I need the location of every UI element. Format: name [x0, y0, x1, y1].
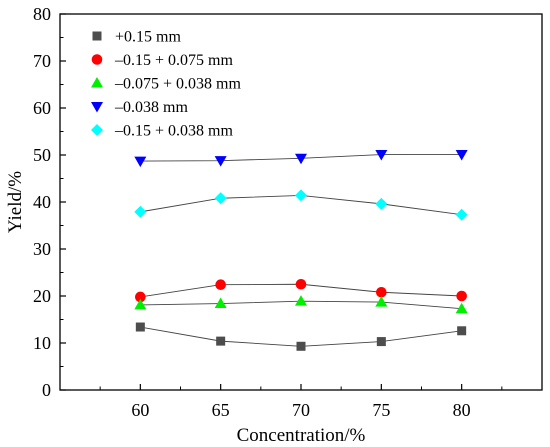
data-point [134, 205, 147, 218]
data-point [376, 337, 386, 347]
data-point [455, 208, 468, 221]
data-point [456, 290, 467, 302]
legend-marker [91, 54, 103, 65]
legend-item: +0.15 mm [92, 29, 181, 46]
data-point [134, 156, 147, 168]
legend: +0.15 mm –0.15 + 0.075 mm –0.075 + 0.038 m… [91, 29, 241, 140]
series-2 [135, 278, 467, 303]
legend-item: –0.15 + 0.075 mm [91, 52, 233, 69]
legend-item: –0.15 + 0.038 mm [91, 123, 233, 140]
data-point [135, 322, 145, 332]
legend-item: –0.075 + 0.038 mm [91, 76, 241, 93]
data-point [375, 296, 388, 307]
legend-label: –0.075 + 0.038 mm [114, 76, 241, 93]
legend-marker [91, 124, 103, 136]
data-point [295, 278, 307, 290]
data-point [455, 150, 468, 161]
x-tick-label: 60 [131, 400, 149, 420]
data-point [295, 153, 307, 165]
x-tick-label: 80 [453, 400, 471, 420]
data-point [296, 341, 306, 351]
y-tick-label: 20 [33, 286, 51, 306]
legend-item: –0.038 mm [91, 99, 188, 116]
legend-marker [91, 102, 103, 113]
series-5 [134, 189, 468, 221]
data-point [214, 192, 227, 205]
y-axis-title: Yield/% [5, 171, 26, 233]
legend-label: –0.15 + 0.038 mm [114, 123, 233, 140]
data-point [214, 156, 227, 167]
data-point [375, 150, 388, 161]
legend-marker [91, 77, 103, 88]
x-tick-label: 70 [292, 400, 310, 420]
data-point [455, 302, 468, 314]
data-point [215, 279, 226, 291]
series-3 [134, 295, 468, 314]
y-tick-label: 10 [33, 333, 51, 353]
axes-layer: 0 10 20 30 40 50 60 70 80 60 65 70 75 80 [33, 4, 503, 420]
y-tick-label: 40 [33, 192, 51, 212]
y-tick-label: 50 [33, 145, 51, 165]
data-point [216, 336, 226, 346]
legend-label: +0.15 mm [115, 29, 181, 46]
data-point [376, 286, 387, 298]
plot-frame [59, 13, 543, 391]
data-point [134, 298, 147, 310]
y-tick-label: 60 [33, 98, 51, 118]
y-tick-label: 30 [33, 239, 51, 259]
data-point [135, 291, 146, 303]
data-point [295, 189, 307, 202]
data-point [295, 295, 307, 306]
x-axis-title: Concentration/% [237, 425, 366, 446]
x-tick-label: 75 [372, 400, 390, 420]
legend-marker [92, 31, 102, 41]
data-point [375, 197, 388, 210]
x-tick-label: 65 [212, 400, 230, 420]
y-tick-label: 70 [33, 51, 51, 71]
data-point [214, 297, 227, 309]
y-tick-label: 80 [33, 4, 51, 24]
data-point [457, 326, 467, 336]
series-layer [134, 150, 468, 351]
legend-label: –0.038 mm [114, 99, 188, 116]
y-tick-label: 0 [42, 380, 51, 400]
series-4 [134, 150, 468, 168]
series-1 [135, 322, 467, 351]
legend-label: –0.15 + 0.075 mm [114, 52, 233, 69]
